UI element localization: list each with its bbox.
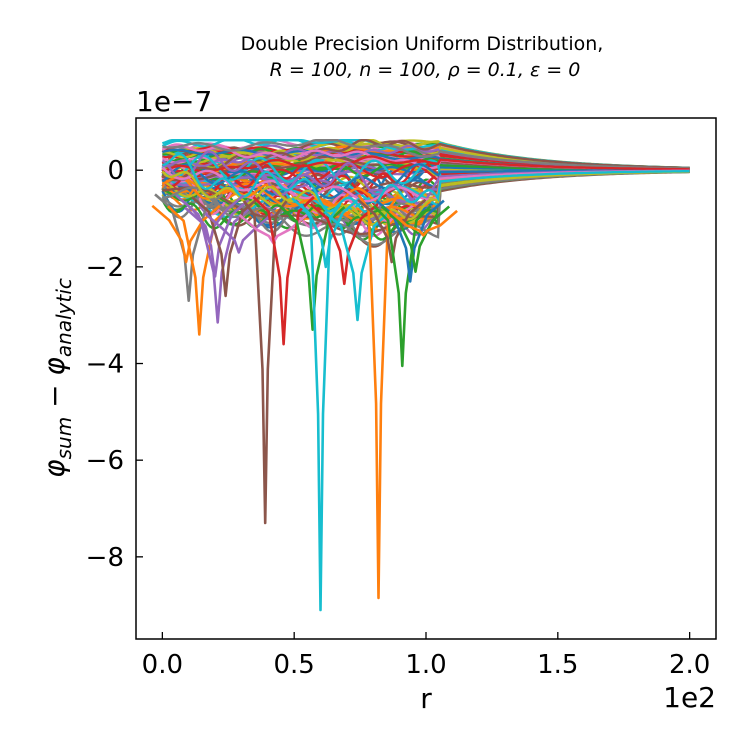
- spike-line: [180, 198, 250, 278]
- x-tick-label: 1.0: [405, 650, 446, 680]
- series-line: [162, 139, 690, 170]
- y-tick-label: −4: [86, 350, 124, 380]
- y-axis-label-phi-1: φ: [38, 459, 71, 478]
- spike-line: [388, 209, 458, 237]
- y-tick-label: −6: [86, 446, 124, 476]
- x-tick-label: 1.5: [537, 650, 578, 680]
- spike-line: [151, 204, 221, 264]
- spike-line: [357, 198, 427, 264]
- x-axis-label: r: [420, 682, 432, 715]
- chart-title-line-1: Double Precision Uniform Distribution,: [241, 33, 604, 55]
- series-line: [161, 155, 690, 174]
- y-axis-label: φsum − φanalytic: [38, 278, 76, 478]
- spike-line: [191, 196, 261, 298]
- y-axis-ticks: 0 −2 −4 −6 −8: [86, 156, 143, 573]
- y-tick-label: −8: [86, 543, 124, 573]
- x-offset-label: 1e2: [663, 681, 716, 714]
- series-line: [162, 152, 690, 214]
- y-axis-label-sub-1: sum: [52, 417, 76, 460]
- y-offset-label: 1e−7: [136, 85, 212, 118]
- x-tick-label: 0.5: [274, 650, 315, 680]
- spike-line: [373, 205, 432, 368]
- spike-line: [242, 200, 288, 525]
- spike-line: [323, 210, 392, 322]
- series-traces: [161, 139, 690, 248]
- x-tick-label: 2.0: [669, 650, 710, 680]
- spike-line: [309, 203, 379, 286]
- y-tick-label: −2: [86, 253, 124, 283]
- chart-title-line-2: R = 100, n = 100, ρ = 0.1, ε = 0: [270, 59, 581, 81]
- x-tick-label: 0.0: [142, 650, 183, 680]
- spike-line: [291, 197, 361, 269]
- spike-line: [380, 205, 451, 273]
- y-axis-label-phi-2: φ: [38, 357, 71, 376]
- y-axis-label-sub-2: analytic: [52, 278, 76, 357]
- svg-text:φsum − φanalytic: φsum − φanalytic: [38, 278, 76, 478]
- spike-traces: [151, 193, 458, 612]
- spike-line: [252, 196, 315, 346]
- x-axis-ticks: 0.0 0.5 1.0 1.5 2.0: [142, 632, 710, 680]
- y-tick-label: 0: [107, 156, 124, 186]
